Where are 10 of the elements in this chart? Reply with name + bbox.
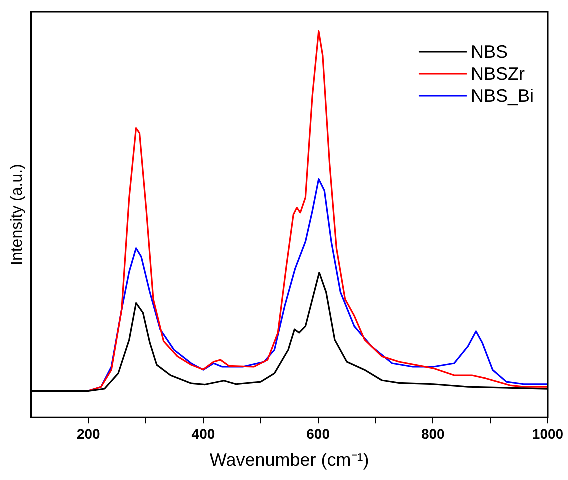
x-tick-label: 800 bbox=[421, 426, 446, 442]
x-tick-label: 400 bbox=[192, 426, 216, 442]
x-axis-title: Wavenumber (cm⁻¹) bbox=[210, 450, 370, 470]
y-axis-title: Intensity (a.u.) bbox=[9, 164, 26, 266]
x-tick-label: 200 bbox=[76, 426, 101, 442]
x-tick-label: 600 bbox=[306, 426, 330, 442]
legend-label: NBS bbox=[470, 42, 508, 62]
x-tick-label: 1000 bbox=[532, 426, 564, 442]
legend-label: NBSZr bbox=[470, 64, 525, 84]
legend-label: NBS_Bi bbox=[470, 86, 534, 106]
